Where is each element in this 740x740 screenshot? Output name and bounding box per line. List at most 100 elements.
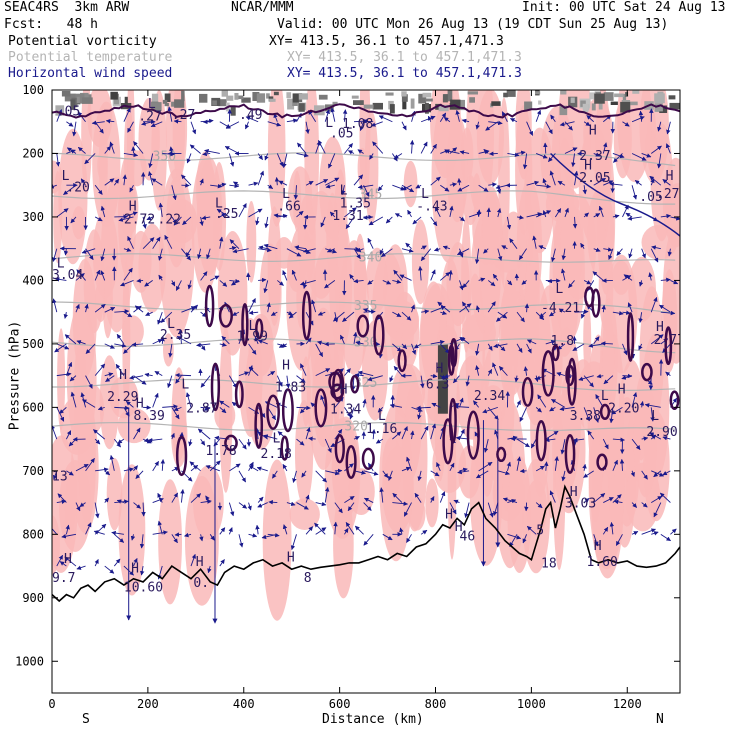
wind-vector [175, 375, 182, 384]
wind-vector [258, 245, 268, 250]
pv-shade-cell [199, 93, 208, 103]
wind-vector [157, 492, 163, 503]
wind-vector [564, 121, 573, 131]
wind-vector [205, 495, 211, 503]
wind-vector [324, 109, 330, 122]
wind-vector [593, 152, 601, 157]
wind-vector [160, 311, 173, 323]
wind-vector [608, 248, 614, 260]
wind-vector [344, 463, 354, 472]
wind-vector [462, 280, 470, 289]
extremum-label: 2.18 [261, 447, 292, 462]
wind-vector [70, 216, 77, 224]
wind-vector [190, 121, 197, 135]
pv-shade-blob [267, 206, 282, 326]
pv-contour-cell [361, 447, 375, 470]
wind-vector [409, 139, 415, 154]
pv-shade-cell [467, 91, 478, 95]
x-tick-label: 1200 [613, 697, 642, 711]
pv-shade-cell [353, 100, 364, 105]
wind-vector [171, 534, 178, 544]
wind-vector [362, 119, 374, 124]
wind-vector [204, 148, 220, 154]
wind-vector [598, 205, 604, 218]
wind-vector [573, 437, 585, 443]
wind-vector [439, 112, 447, 122]
wind-vector [439, 343, 450, 354]
wind-vector [412, 216, 422, 225]
wind-vector [173, 216, 182, 226]
pv-shade-cell [70, 99, 76, 110]
wind-vector [82, 399, 96, 408]
pv-contour-cell [241, 302, 249, 347]
wind-vector [104, 145, 112, 154]
wind-vector [75, 303, 80, 313]
pv-shade-blob [138, 223, 166, 313]
wind-vector [325, 184, 335, 189]
wind-vector [116, 333, 125, 345]
wind-vector [522, 534, 528, 544]
extremum-label: H [196, 555, 204, 570]
wind-vector [94, 558, 99, 567]
wind-vector [572, 343, 585, 351]
wind-vector [123, 211, 138, 218]
pv-contour-cell [334, 434, 345, 464]
wind-vector [94, 438, 101, 445]
wind-vector [631, 392, 638, 408]
wind-vector [431, 402, 441, 408]
wind-vector [476, 470, 489, 479]
extremum-label: H [131, 561, 139, 576]
wind-vector [660, 213, 671, 219]
wind-vector [583, 498, 590, 503]
wind-vector [302, 280, 308, 289]
wind-vector [282, 464, 288, 472]
wind-vector [413, 343, 422, 349]
wind-vector [324, 438, 332, 453]
wind-vector [388, 470, 393, 481]
wind-vector [333, 311, 345, 322]
wind-vector [502, 497, 518, 504]
wind-vector [347, 150, 355, 155]
wind-vector [449, 147, 458, 154]
wind-vector [353, 436, 360, 441]
wind-vector [209, 275, 220, 281]
wind-vector [430, 216, 438, 227]
extremum-label: L [273, 431, 281, 446]
wind-vector [550, 248, 556, 263]
pv-shade-cell [241, 97, 251, 103]
pv-shade-cell [110, 91, 118, 100]
wind-vector [609, 181, 623, 187]
wind-vector [296, 438, 305, 446]
wind-vector [56, 372, 72, 377]
wind-vector [455, 109, 460, 122]
wind-vector [649, 175, 662, 186]
pv-shade-blob [612, 260, 631, 295]
wind-vector [130, 534, 136, 541]
wind-vector [493, 502, 499, 516]
pv-contour-cell [350, 374, 360, 394]
wind-vector [300, 363, 307, 376]
wind-vector [381, 248, 393, 258]
wind-vector [232, 248, 249, 254]
extremum-label: H [436, 362, 444, 377]
pv-shade-cell [506, 90, 516, 97]
field-name-wind: Horizontal wind speed [8, 66, 173, 81]
wind-vector [385, 216, 393, 224]
wind-vector [420, 529, 428, 535]
field-name-pv: Potential vorticity [8, 34, 157, 49]
wind-vector [356, 247, 364, 252]
wind-vector [602, 142, 608, 154]
terrain-surface [52, 484, 680, 603]
wind-vector [290, 534, 297, 551]
wind-vector [113, 178, 120, 186]
wind-vector [54, 277, 67, 282]
wind-vector [59, 407, 67, 414]
wind-vector [302, 248, 316, 253]
wind-vector [267, 407, 276, 421]
wind-vector [420, 425, 429, 440]
extremum-label: 2.77 [654, 333, 685, 348]
pv-shade-cell [580, 100, 586, 107]
wind-vector [224, 301, 230, 313]
wind-vector [496, 311, 508, 322]
wind-vector [430, 143, 437, 154]
